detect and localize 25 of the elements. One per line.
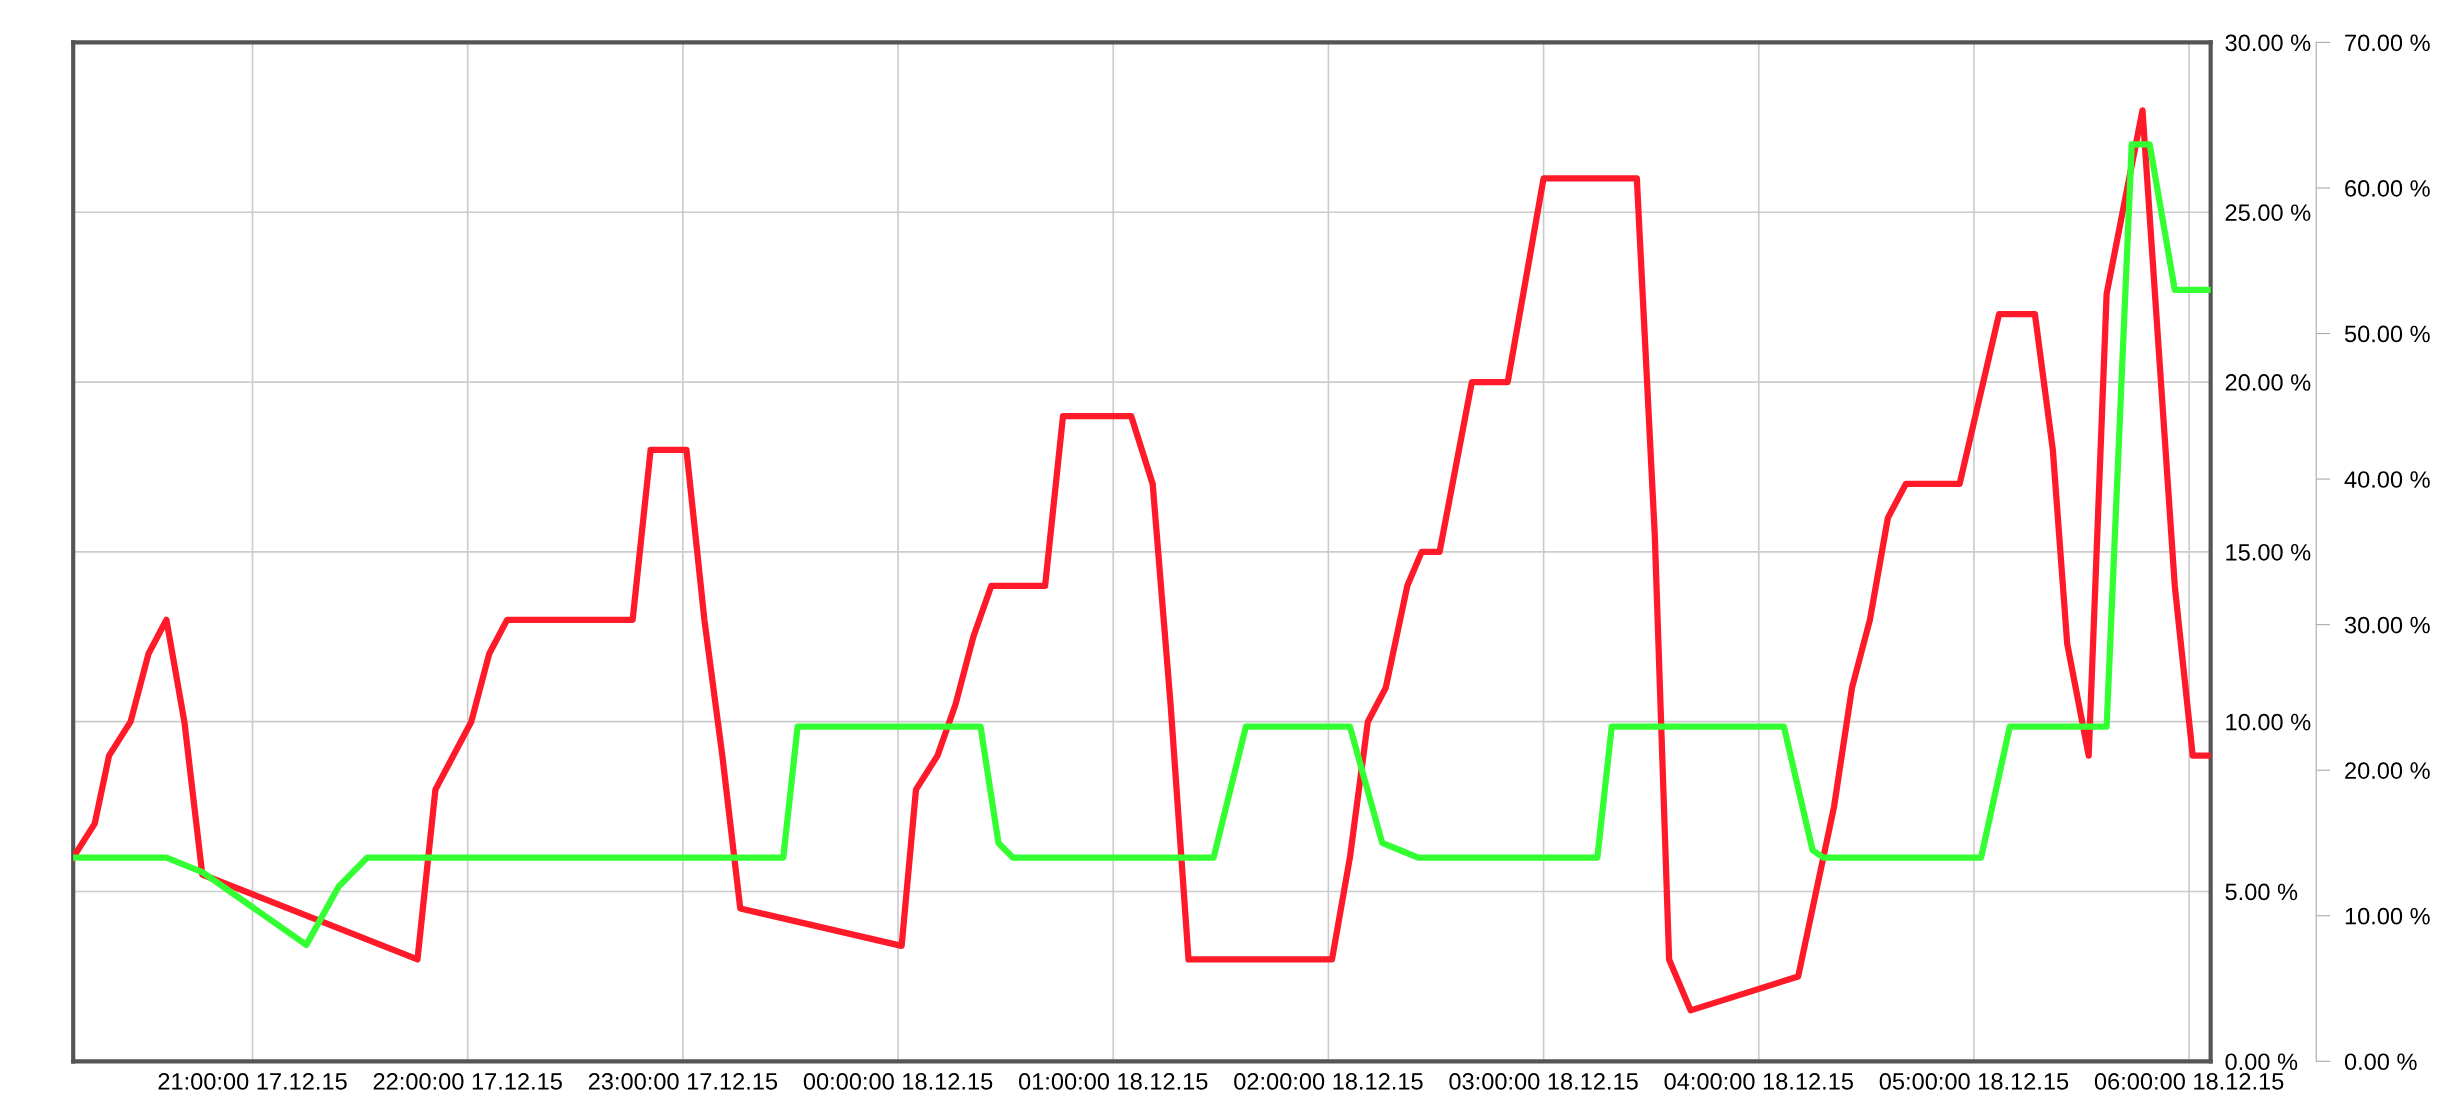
x-tick-label: 22:00:00 17.12.15 [373,1073,562,1090]
x-tick-label: 02:00:00 18.12.15 [1234,1073,1423,1090]
y-tick-label: 10.00 % [2226,713,2311,731]
y2-tick-label: 70.00 % [2345,34,2430,52]
y2-tick-label: 40.00 % [2344,471,2430,488]
y2-tick-label: 0.00 % [2344,1053,2417,1071]
y-tick-label: 5.00 % [2225,883,2298,901]
y2-tick-label: 60.00 % [2345,180,2430,197]
y-tick-label: 15.00 % [2226,543,2311,561]
y2-tick-label: 20.00 % [2345,762,2430,779]
y2-tick-label: 50.00 % [2344,325,2430,343]
x-tick-label: 05:00:00 18.12.15 [1879,1073,2069,1090]
x-tick-label: 01:00:00 18.12.15 [1018,1073,1208,1090]
y-tick-label: 30.00 % [2225,34,2311,52]
x-tick-label: 03:00:00 18.12.15 [1449,1073,1638,1090]
y2-tick-label: 30.00 % [2344,616,2430,634]
y-tick-label: 25.00 % [2225,204,2311,222]
y2-tick-label: 10.00 % [2345,907,2430,925]
x-tick-label: 21:00:00 17.12.15 [158,1073,347,1090]
x-tick-label: 04:00:00 18.12.15 [1664,1073,1853,1090]
x-tick-label: 06:00:00 18.12.15 [2094,1073,2284,1090]
x-tick-label: 23:00:00 17.12.15 [588,1073,778,1090]
y-tick-label: 20.00 % [2225,374,2311,391]
x-tick-label: 00:00:00 18.12.15 [803,1073,993,1090]
y-tick-label: 0.00 % [2225,1053,2298,1071]
